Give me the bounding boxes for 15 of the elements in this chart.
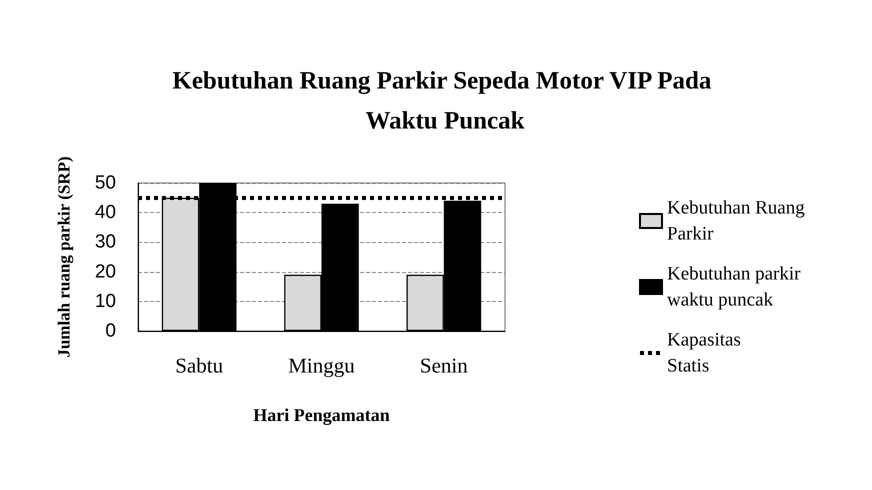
legend-label: Kebutuhan Ruang Parkir (667, 198, 810, 244)
y-tick-label: 50 (94, 172, 116, 194)
y-tick-label: 0 (105, 320, 116, 342)
chart-title: Kebutuhan Ruang Parkir Sepeda Motor VIP Pada Waktu Puncak (172, 68, 718, 134)
x-tick-label: Senin (420, 354, 468, 378)
y-tick-label: 30 (94, 232, 116, 253)
y-tick-label: 40 (94, 202, 116, 224)
x-tick-label: Sabtu (175, 354, 224, 378)
x-axis-title: Hari Pengamatan (253, 405, 390, 425)
x-tick-label: Minggu (288, 354, 356, 378)
y-axis-title: Jumlah ruang parkir (SRP) (54, 156, 74, 358)
y-tick-label: 20 (94, 261, 116, 282)
legend-label: Kebutuhan parkir waktu puncak (667, 264, 806, 310)
legend-label: Kapasitas Statis (667, 330, 746, 376)
y-tick-label: 10 (94, 290, 116, 312)
